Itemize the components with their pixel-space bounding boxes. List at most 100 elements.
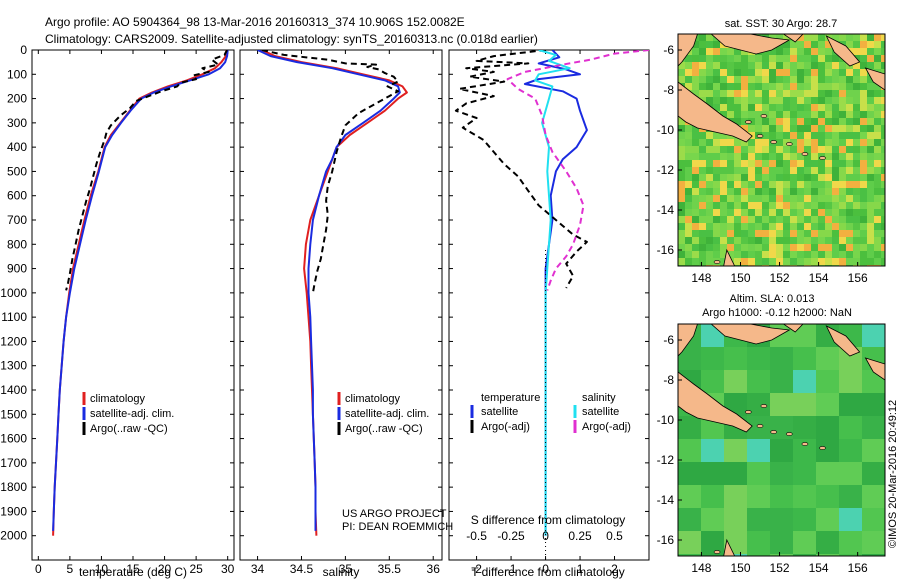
map-cell xyxy=(867,237,875,245)
map-cell xyxy=(678,146,686,154)
map-cell xyxy=(699,41,707,49)
map-cell xyxy=(727,153,735,161)
map-cell xyxy=(770,393,794,417)
map-cell xyxy=(734,188,742,196)
map-cell xyxy=(678,202,686,210)
map-cell xyxy=(769,118,777,126)
map-cell xyxy=(846,90,854,98)
temperature-legend: climatology satellite-adj. clim. Argo(..… xyxy=(82,392,174,435)
map-cell xyxy=(804,34,812,42)
island xyxy=(770,140,777,144)
map-cell xyxy=(720,216,728,224)
map-cell xyxy=(678,258,686,266)
map-cell xyxy=(692,230,700,238)
map-cell xyxy=(867,188,875,196)
legend-title-temperature: temperature xyxy=(481,392,540,404)
map-cell xyxy=(853,69,861,77)
map-cell xyxy=(748,188,756,196)
map-cell xyxy=(881,125,885,133)
map-cell xyxy=(790,104,798,112)
map-cell xyxy=(874,111,882,119)
map-cell xyxy=(783,181,791,189)
map-cell xyxy=(776,202,784,210)
map-cell xyxy=(776,111,784,119)
land-mass xyxy=(825,35,861,67)
map-cell xyxy=(839,393,863,417)
map-cell xyxy=(839,439,863,463)
map-cell xyxy=(874,90,882,98)
map-cell xyxy=(797,230,805,238)
map-cell xyxy=(839,83,847,91)
map-cell xyxy=(839,416,863,440)
map-cell xyxy=(734,167,742,175)
map-cell xyxy=(727,55,735,63)
map-cell xyxy=(797,153,805,161)
map-cell xyxy=(692,139,700,147)
map-cell xyxy=(720,174,728,182)
map-cell xyxy=(734,153,742,161)
lat-tick-label: -12 xyxy=(657,163,675,177)
map-cell xyxy=(692,216,700,224)
lat-tick-label: -6 xyxy=(663,333,674,347)
map-cell xyxy=(748,146,756,154)
map-cell xyxy=(874,160,882,168)
map-cell xyxy=(825,237,833,245)
map-cell xyxy=(748,237,756,245)
map-cell xyxy=(701,439,725,463)
map-cell xyxy=(825,139,833,147)
lat-tick-label: -16 xyxy=(657,533,675,547)
lat-tick-label: -8 xyxy=(663,83,674,97)
map-cell xyxy=(839,202,847,210)
map-cell xyxy=(713,188,721,196)
map-cell xyxy=(846,188,854,196)
map-cell xyxy=(727,209,735,217)
map-cell xyxy=(783,223,791,231)
map-cell xyxy=(776,83,784,91)
map-cell xyxy=(860,139,868,147)
sla-map-title: Altim. SLA: 0.013 xyxy=(730,293,815,305)
map-cell xyxy=(713,160,721,168)
map-cell xyxy=(699,34,707,42)
map-cell xyxy=(818,251,826,259)
map-cell xyxy=(747,393,771,417)
map-cell xyxy=(862,416,885,440)
map-cell xyxy=(783,209,791,217)
map-cell xyxy=(839,230,847,238)
map-cell xyxy=(846,125,854,133)
map-cell xyxy=(755,195,763,203)
map-cell xyxy=(678,181,686,189)
map-cell xyxy=(832,146,840,154)
map-cell xyxy=(755,139,763,147)
map-cell xyxy=(748,83,756,91)
map-cell xyxy=(678,439,702,463)
map-cell xyxy=(685,160,693,168)
map-cell xyxy=(727,90,735,98)
x-tick-label: 30 xyxy=(221,562,235,576)
map-cell xyxy=(769,69,777,77)
map-cell xyxy=(699,83,707,91)
map-cell xyxy=(769,258,777,266)
map-cell xyxy=(748,118,756,126)
map-cell xyxy=(720,48,728,56)
series-group xyxy=(454,50,649,536)
map-cell xyxy=(776,237,784,245)
map-cell xyxy=(713,202,721,210)
map-cell xyxy=(720,132,728,140)
map-cell xyxy=(867,230,875,238)
map-cell xyxy=(839,244,847,252)
map-cell xyxy=(811,188,819,196)
map-cell xyxy=(860,118,868,126)
map-cell xyxy=(769,188,777,196)
map-cell xyxy=(755,69,763,77)
salinity-axis-label: salinity xyxy=(323,565,360,579)
map-cell xyxy=(825,41,833,49)
difference-legend-salinity: salinity satellite Argo(-adj) xyxy=(573,392,631,433)
sla-map-subtitle: Argo h1000: -0.12 h2000: NaN xyxy=(702,307,852,319)
map-cell xyxy=(748,111,756,119)
legend-label-argo: Argo(..raw -QC) xyxy=(345,423,423,435)
map-cell xyxy=(706,48,714,56)
map-cell xyxy=(853,48,861,56)
map-cell xyxy=(797,174,805,182)
lat-tick-label: -10 xyxy=(657,413,675,427)
map-cell xyxy=(790,223,798,231)
